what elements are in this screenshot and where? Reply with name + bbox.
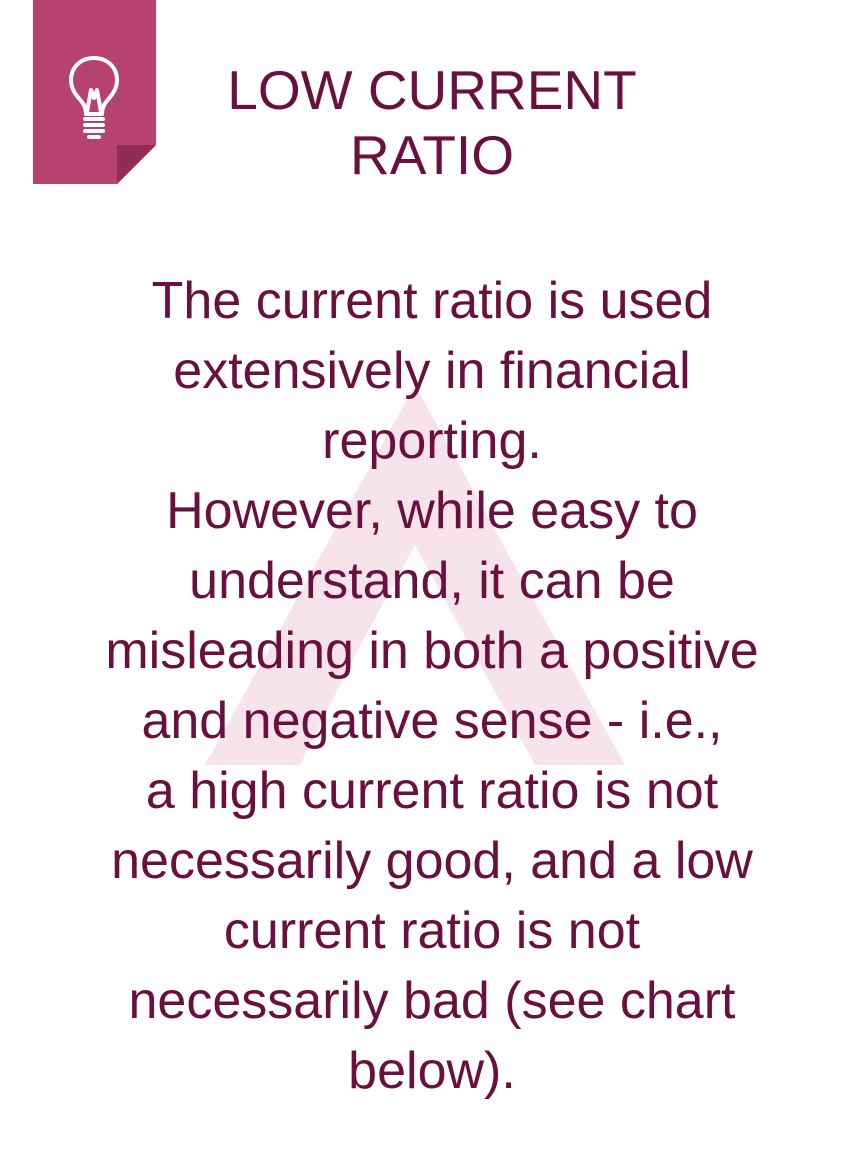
body-paragraph: The current ratio is used extensively in… [30, 266, 834, 1106]
page-title: LOW CURRENT RATIO [150, 58, 714, 188]
body-line: extensively in financial [173, 342, 691, 400]
body-line: current ratio is not [223, 902, 641, 960]
body-line: and negative sense - i.e., [141, 692, 723, 750]
lightbulb-badge [33, 0, 156, 184]
body-line: understand, it can be [189, 552, 675, 610]
logo-watermark [205, 385, 625, 765]
body-line: necessarily good, and a low [111, 832, 753, 890]
body-line: However, while easy to [166, 482, 698, 540]
title-line: RATIO [350, 124, 514, 186]
body-line: The current ratio is used [151, 272, 713, 330]
body-line: a high current ratio is not [145, 762, 719, 820]
body-line: reporting. [322, 412, 542, 470]
body-line: below). [348, 1042, 516, 1100]
body-line: necessarily bad (see chart [128, 972, 736, 1030]
lightbulb-icon [69, 56, 119, 139]
title-line: LOW CURRENT [227, 59, 637, 121]
body-line: misleading in both a positive [105, 622, 759, 680]
